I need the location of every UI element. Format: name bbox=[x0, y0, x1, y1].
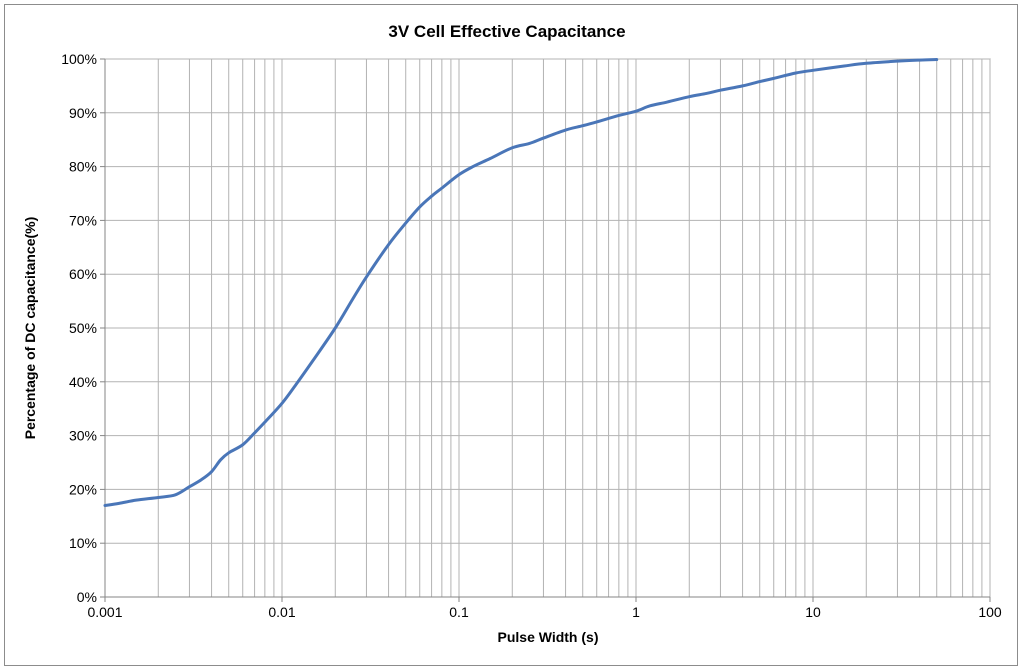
y-tick-label: 90% bbox=[69, 105, 97, 121]
y-tick-label: 0% bbox=[77, 589, 97, 605]
x-tick-labels: 0.001 0.01 0.1 1 10 100 bbox=[87, 604, 1001, 620]
x-tick-label: 1 bbox=[632, 604, 640, 620]
chart-title: 3V Cell Effective Capacitance bbox=[388, 22, 625, 41]
y-tick-label: 100% bbox=[61, 51, 97, 67]
grid-lines bbox=[100, 58, 991, 602]
y-tick-label: 40% bbox=[69, 374, 97, 390]
y-tick-label: 20% bbox=[69, 481, 97, 497]
x-tick-label: 0.01 bbox=[268, 604, 295, 620]
x-tick-label: 0.001 bbox=[87, 604, 122, 620]
series-line bbox=[103, 58, 939, 508]
y-tick-label: 30% bbox=[69, 428, 97, 444]
y-tick-label: 60% bbox=[69, 266, 97, 282]
y-tick-labels: 0% 10% 20% 30% 40% 50% 60% 70% 80% 90% 100% bbox=[61, 51, 97, 605]
x-tick-label: 100 bbox=[978, 604, 1002, 620]
chart-frame: 0% 10% 20% 30% 40% 50% 60% 70% 80% 90% 100% 0.001 0… bbox=[4, 4, 1018, 666]
x-tick-label: 0.1 bbox=[449, 604, 469, 620]
y-tick-label: 70% bbox=[69, 212, 97, 228]
y-axis-title: Percentage of DC capacitance(%) bbox=[22, 217, 38, 440]
y-tick-label: 10% bbox=[69, 535, 97, 551]
y-tick-label: 80% bbox=[69, 159, 97, 175]
x-tick-label: 10 bbox=[805, 604, 821, 620]
x-axis-title: Pulse Width (s) bbox=[498, 629, 599, 645]
series-group bbox=[103, 58, 939, 508]
chart-svg: 0%10%20%30%40%50%60%70%80%90%100% 0.001 0… bbox=[22, 22, 1002, 645]
y-tick-label: 50% bbox=[69, 320, 97, 336]
